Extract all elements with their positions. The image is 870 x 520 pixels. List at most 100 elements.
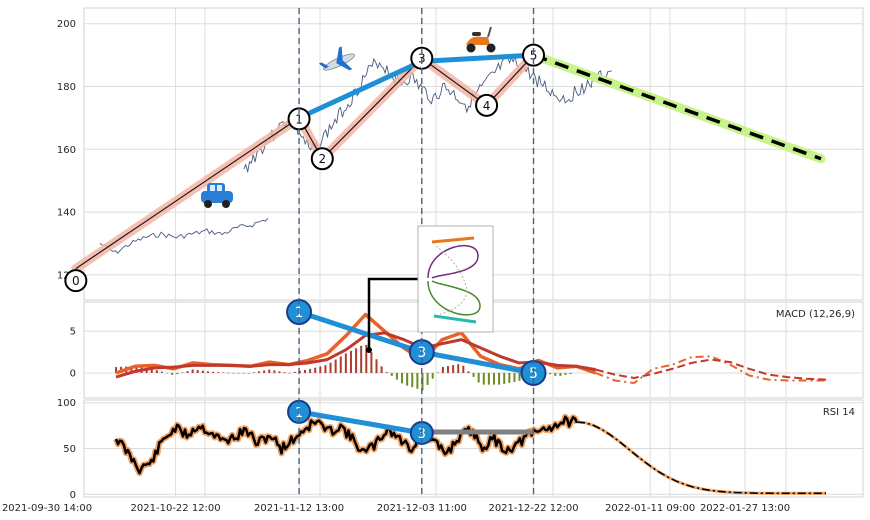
macd-histogram-bar bbox=[559, 372, 562, 376]
macd-histogram-bar bbox=[314, 367, 317, 373]
macd-histogram-bar bbox=[477, 372, 480, 383]
macd-histogram-bar bbox=[518, 372, 521, 381]
rsi-projection bbox=[576, 421, 826, 495]
macd-histogram-bar bbox=[232, 372, 235, 374]
macd-histogram-bar bbox=[401, 372, 404, 384]
macd-histogram-bar bbox=[278, 371, 281, 373]
price-ytick-label: 180 bbox=[57, 82, 76, 93]
macd-histogram-bar bbox=[349, 350, 352, 373]
macd-label: MACD (12,26,9) bbox=[776, 309, 855, 320]
macd-histogram-bar bbox=[166, 372, 169, 374]
macd-histogram-bar bbox=[268, 369, 271, 373]
inset-frame bbox=[417, 225, 494, 333]
macd-histogram-bar bbox=[360, 345, 363, 373]
car-roof bbox=[207, 183, 225, 193]
rsi-line bbox=[114, 415, 579, 475]
wave-label-2: 2 bbox=[318, 152, 326, 166]
inset-curve bbox=[431, 236, 475, 244]
macd-histogram-bar bbox=[452, 365, 455, 373]
macd-histogram-bar bbox=[191, 369, 194, 373]
rsi-ytick-label: 100 bbox=[57, 398, 76, 409]
macd-histogram-bar bbox=[160, 371, 163, 373]
macd-histogram-bar bbox=[258, 371, 261, 373]
x-tick-label: 2022-01-27 13:00 bbox=[700, 503, 790, 514]
macd-histogram-bar bbox=[365, 344, 368, 373]
car-window bbox=[210, 185, 215, 191]
macd-histogram-bar bbox=[303, 369, 306, 373]
wave-marker-5 bbox=[522, 43, 546, 67]
airplane-icon bbox=[318, 46, 355, 71]
macd-line-projection bbox=[595, 355, 826, 385]
wave-marker-0 bbox=[64, 269, 88, 293]
car-body bbox=[201, 191, 233, 203]
macd-histogram-bar bbox=[487, 372, 490, 385]
macd-histogram-bar bbox=[171, 372, 174, 375]
macd-histogram-bar bbox=[416, 372, 419, 389]
macd-histogram-bar bbox=[155, 370, 158, 373]
macd-histogram-bar bbox=[370, 352, 373, 373]
macd-histogram-bar bbox=[431, 372, 434, 379]
macd-histogram-bar bbox=[564, 372, 567, 375]
macd-histogram-bar bbox=[298, 370, 301, 373]
macd-histogram-bar bbox=[273, 370, 276, 373]
inset-curve bbox=[427, 244, 479, 279]
scooter-wheel bbox=[486, 43, 496, 53]
macd-histogram-bar bbox=[206, 371, 209, 373]
car-wheel bbox=[222, 200, 230, 208]
macd-histogram-bar bbox=[549, 372, 552, 375]
macd-histogram-bar bbox=[288, 372, 291, 374]
x-tick-label: 2021-12-03 11:00 bbox=[377, 503, 467, 514]
price-ytick-label: 160 bbox=[57, 145, 76, 156]
macd-histogram-bar bbox=[385, 372, 388, 373]
car-window bbox=[217, 185, 222, 191]
macd-histogram-bar bbox=[201, 370, 204, 373]
inset-curve bbox=[435, 245, 468, 315]
price-line bbox=[243, 55, 612, 173]
macd-histogram-bar bbox=[406, 372, 409, 386]
inset-connector-dot bbox=[366, 347, 372, 353]
macd-histogram-bar bbox=[293, 371, 296, 373]
x-axis: 2021-09-30 14:00 2021-10-22 12:00 2021-11-… bbox=[2, 503, 790, 514]
macd-histogram-bar bbox=[503, 372, 506, 384]
macd-histogram-bar bbox=[115, 367, 117, 373]
macd-histogram-bar bbox=[462, 365, 465, 373]
macd-histogram-bar bbox=[222, 372, 225, 373]
macd-histogram-bar bbox=[554, 372, 557, 376]
macd-histogram-bar bbox=[150, 368, 153, 373]
signal-line bbox=[115, 331, 596, 379]
wave-marker-4 bbox=[475, 93, 499, 117]
scooter-wheel bbox=[466, 43, 476, 53]
car-wheel bbox=[204, 200, 212, 208]
wave-label-0: 0 bbox=[72, 274, 80, 288]
macd-histogram-bar bbox=[375, 359, 378, 373]
macd-histogram-bar bbox=[309, 368, 312, 373]
rsi-wave-line bbox=[298, 409, 423, 436]
macd-histogram-bar bbox=[324, 365, 327, 373]
trend-segment bbox=[419, 52, 537, 64]
x-tick-label: 2021-11-12 13:00 bbox=[254, 503, 344, 514]
macd-histogram-bar bbox=[186, 371, 189, 373]
plane-wing bbox=[336, 46, 343, 64]
scooter-icon bbox=[466, 26, 496, 53]
macd-histogram-bar bbox=[263, 370, 266, 373]
macd-histogram-bar bbox=[441, 366, 444, 373]
price-ytick-label: 200 bbox=[57, 19, 76, 30]
wave-marker-2 bbox=[310, 147, 334, 171]
price-ytick-label: 140 bbox=[57, 208, 76, 219]
inset-curve bbox=[427, 280, 481, 316]
inset-connector bbox=[367, 277, 418, 350]
macd-ytick-label: 5 bbox=[70, 327, 76, 338]
macd-histogram-bar bbox=[242, 372, 245, 374]
signal-line-projection bbox=[595, 358, 827, 381]
macd-histogram-bar bbox=[176, 372, 179, 375]
projection-line bbox=[532, 53, 822, 161]
macd-histogram-bar bbox=[252, 372, 255, 373]
price-line-early bbox=[99, 218, 269, 254]
macd-histogram-bar bbox=[212, 371, 215, 373]
macd-histogram-bar bbox=[436, 372, 439, 373]
inset-curve bbox=[433, 314, 477, 324]
scooter-seat bbox=[472, 32, 481, 36]
overlay bbox=[366, 225, 494, 353]
